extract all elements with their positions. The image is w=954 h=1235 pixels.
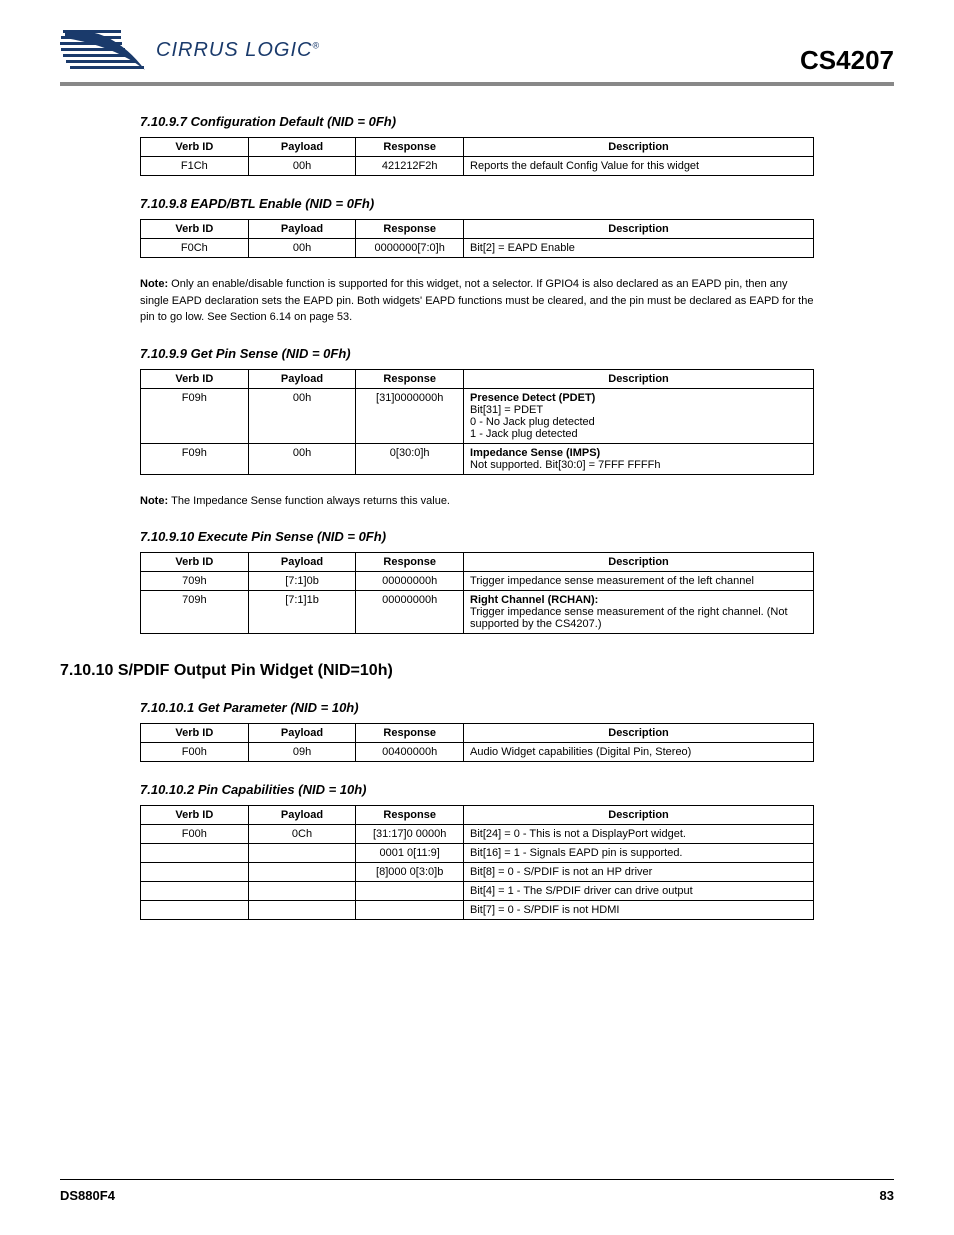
col-header: Payload — [248, 138, 356, 157]
note-label: Note: — [140, 495, 171, 507]
table-row: F0Ch 00h 0000000[7:0]h Bit[2] = EAPD Ena… — [141, 239, 814, 258]
page-footer: DS880F4 83 — [60, 1179, 894, 1203]
section-heading-config-default: 7.10.9.7 Configuration Default (NID = 0F… — [140, 114, 894, 129]
table-row: 709h [7:1]0b 00000000h Trigger impedance… — [141, 572, 814, 591]
part-number: CS4207 — [800, 45, 894, 76]
table-spdif-param: Verb ID Payload Response Description F00… — [140, 723, 814, 762]
table-row: 0001 0[11:9] Bit[16] = 1 - Signals EAPD … — [141, 844, 814, 863]
table-row: [8]000 0[3:0]b Bit[8] = 0 - S/PDIF is no… — [141, 863, 814, 882]
table-row: F09h 00h 0[30:0]h Impedance Sense (IMPS)… — [141, 443, 814, 474]
brand-name: CIRRUS LOGIC® — [156, 39, 320, 62]
note-body: The Impedance Sense function always retu… — [171, 495, 450, 507]
section-heading-pin-caps: 7.10.10.2 Pin Capabilities (NID = 10h) — [140, 782, 894, 797]
note-label: Note: — [140, 278, 171, 290]
table-row: F00h 09h 00400000h Audio Widget capabili… — [141, 743, 814, 762]
col-header: Verb ID — [141, 138, 249, 157]
section-heading-eapd: 7.10.9.8 EAPD/BTL Enable (NID = 0Fh) — [140, 196, 894, 211]
cell-body: Bit[31] = PDET 0 - No Jack plug detected… — [470, 404, 595, 440]
section-heading-spdif-param: 7.10.10.1 Get Parameter (NID = 10h) — [140, 700, 894, 715]
doc-id: DS880F4 — [60, 1188, 115, 1203]
table-eapd: Verb ID Payload Response Description F0C… — [140, 219, 814, 258]
cell-title: Presence Detect (PDET) — [470, 392, 595, 404]
table-row: Bit[4] = 1 - The S/PDIF driver can drive… — [141, 882, 814, 901]
cell-title: Right Channel (RCHAN): — [470, 594, 598, 606]
note-eapd: Note: Only an enable/disable function is… — [140, 276, 814, 326]
note-body: Only an enable/disable function is suppo… — [140, 278, 813, 323]
col-header: Description — [464, 138, 814, 157]
cirrus-swoosh-icon — [60, 24, 150, 76]
table-row: 709h [7:1]1b 00000000h Right Channel (RC… — [141, 591, 814, 634]
col-header: Response — [356, 138, 464, 157]
table-pin-sense: Verb ID Payload Response Description F09… — [140, 369, 814, 475]
table-row: F1Ch 00h 421212F2h Reports the default C… — [141, 157, 814, 176]
note-imps: Note: The Impedance Sense function alway… — [140, 493, 814, 510]
table-row: Bit[7] = 0 - S/PDIF is not HDMI — [141, 901, 814, 920]
brand-logo: CIRRUS LOGIC® — [60, 24, 320, 76]
section-heading-exec-pin-sense: 7.10.9.10 Execute Pin Sense (NID = 0Fh) — [140, 529, 894, 544]
table-exec-pin-sense: Verb ID Payload Response Description 709… — [140, 552, 814, 634]
table-row: F00h 0Ch [31:17]0 0000h Bit[24] = 0 - Th… — [141, 825, 814, 844]
section-heading-pin-sense: 7.10.9.9 Get Pin Sense (NID = 0Fh) — [140, 346, 894, 361]
table-config-default: Verb ID Payload Response Description F1C… — [140, 137, 814, 176]
section-heading-spdif-out: 7.10.10 S/PDIF Output Pin Widget (NID=10… — [60, 662, 894, 680]
page-number: 83 — [880, 1188, 894, 1203]
table-row: F09h 00h [31]0000000h Presence Detect (P… — [141, 388, 814, 443]
cell-body: Trigger impedance sense measurement of t… — [470, 606, 788, 630]
cell-title: Impedance Sense (IMPS) — [470, 447, 600, 459]
page-header: CIRRUS LOGIC® CS4207 — [60, 24, 894, 86]
table-pin-caps: Verb ID Payload Response Description F00… — [140, 805, 814, 920]
cell-body: Not supported. Bit[30:0] = 7FFF FFFFh — [470, 459, 660, 471]
